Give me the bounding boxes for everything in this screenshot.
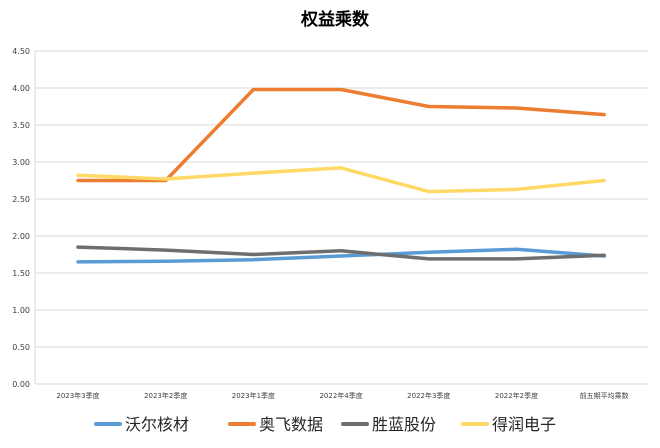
gridlines <box>35 50 648 385</box>
y-tick-label: 2.50 <box>12 195 30 204</box>
x-tick-label: 2023年1季度 <box>232 391 275 400</box>
y-tick-label: 4.50 <box>12 47 30 56</box>
legend-label: 胜蓝股份 <box>372 415 436 434</box>
legend-label: 得润电子 <box>492 415 556 434</box>
x-tick-label: 2022年2季度 <box>495 391 538 400</box>
x-tick-label: 2022年4季度 <box>319 391 362 400</box>
series-line <box>76 247 606 264</box>
y-tick-label: 0.00 <box>12 380 30 389</box>
y-tick-label: 3.00 <box>12 158 30 167</box>
legend-label: 沃尔核材 <box>125 415 189 434</box>
x-tick-label: 2023年2季度 <box>144 391 187 400</box>
y-tick-label: 4.00 <box>12 84 30 93</box>
series-lines <box>76 87 606 264</box>
x-tick-label: 2022年3季度 <box>407 391 450 400</box>
legend-label: 奥飞数据 <box>259 415 323 434</box>
y-tick-label: 2.00 <box>12 232 30 241</box>
x-tick-label: 前五期平均乘数 <box>580 391 629 400</box>
y-tick-label: 3.50 <box>12 121 30 130</box>
y-tick-label: 1.00 <box>12 306 30 315</box>
x-tick-label: 2023年3季度 <box>56 391 99 400</box>
axes: 0.00 0.50 1.00 1.50 2.00 2.50 3.00 3.50 4.00 4.50… <box>12 47 629 400</box>
chart-title: 权益乘数 <box>300 9 370 30</box>
y-tick-label: 0.50 <box>12 343 30 352</box>
series-line <box>76 245 606 261</box>
legend: 沃尔核材 奥飞数据 胜蓝股份 得润电子 <box>94 415 556 434</box>
y-tick-label: 1.50 <box>12 269 30 278</box>
series-line <box>76 166 606 194</box>
